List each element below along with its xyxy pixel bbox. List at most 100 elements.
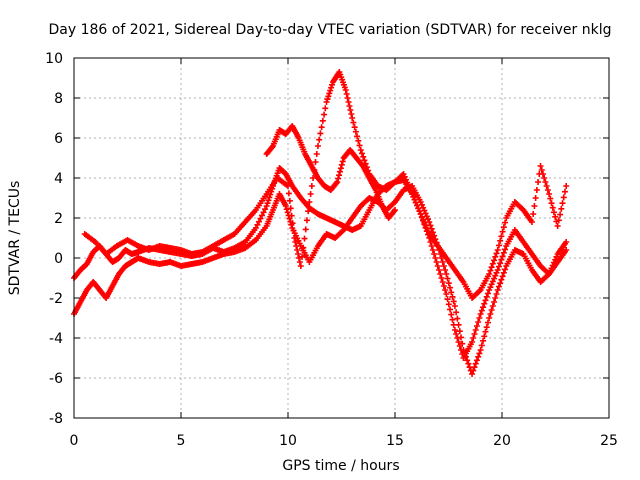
data-point xyxy=(263,203,270,209)
data-point xyxy=(336,172,343,179)
y-tick-label: -2 xyxy=(49,291,63,307)
data-point xyxy=(442,287,449,293)
data-point xyxy=(472,360,479,367)
y-tick-label: 2 xyxy=(54,211,63,227)
data-point xyxy=(497,260,504,267)
data-point xyxy=(538,167,545,173)
data-point xyxy=(439,259,446,265)
data-point xyxy=(265,197,272,204)
axis-ticks: 0 5 10 15 20 25 -8 -6 -4 -2 0 2 4 6 8 10 xyxy=(45,51,618,449)
x-tick-label: 20 xyxy=(493,433,511,449)
data-point xyxy=(254,221,261,228)
data-point xyxy=(492,253,499,260)
data-point xyxy=(483,293,490,300)
data-point xyxy=(476,350,483,357)
data-point xyxy=(269,144,276,151)
data-point xyxy=(351,124,358,131)
data-point xyxy=(482,328,489,335)
data-point xyxy=(348,111,355,117)
data-point xyxy=(447,284,454,291)
data-point xyxy=(296,255,303,261)
data-point xyxy=(336,168,343,175)
data-point xyxy=(436,267,443,273)
data-point xyxy=(498,276,505,283)
data-point xyxy=(287,205,294,212)
data-point xyxy=(455,339,462,345)
data-point xyxy=(306,199,313,205)
data-point xyxy=(255,218,262,225)
data-point xyxy=(499,253,506,260)
data-point xyxy=(337,165,344,172)
data-point xyxy=(494,267,501,273)
data-point xyxy=(458,334,465,341)
data-point xyxy=(487,267,494,274)
data-point xyxy=(549,204,556,211)
y-tick-label: 4 xyxy=(54,171,63,187)
data-point xyxy=(546,191,553,197)
data-point xyxy=(499,273,506,280)
data-point xyxy=(347,107,354,113)
data-point xyxy=(283,206,290,213)
y-tick-label: -4 xyxy=(49,331,63,347)
data-point xyxy=(325,93,332,100)
data-point xyxy=(346,103,353,109)
data-point xyxy=(314,143,321,149)
data-point xyxy=(500,269,507,276)
data-point xyxy=(489,260,496,267)
data-point xyxy=(484,319,491,326)
data-point xyxy=(489,303,496,309)
data-point xyxy=(449,316,456,323)
data-point xyxy=(456,328,463,335)
data-point xyxy=(358,150,365,157)
data-point xyxy=(302,226,309,233)
data-point xyxy=(473,323,480,329)
data-point xyxy=(462,353,469,360)
data-point xyxy=(307,191,314,197)
data-point xyxy=(547,195,554,202)
data-point xyxy=(338,161,345,168)
data-point xyxy=(355,137,362,144)
chart-title: Day 186 of 2021, Sidereal Day-to-day VTE… xyxy=(49,22,612,38)
data-point xyxy=(475,353,482,360)
data-point xyxy=(472,327,479,333)
data-point xyxy=(391,208,398,215)
y-tick-label: 6 xyxy=(54,131,63,147)
data-point xyxy=(433,259,440,265)
data-point xyxy=(484,290,491,297)
data-point xyxy=(477,311,484,317)
data-point xyxy=(443,271,450,277)
data-point xyxy=(356,142,363,149)
data-point xyxy=(322,105,329,112)
data-point xyxy=(563,239,570,245)
data-point xyxy=(497,280,504,287)
data-point xyxy=(460,347,467,353)
data-point xyxy=(483,324,490,331)
data-point xyxy=(465,360,472,367)
data-point xyxy=(495,242,502,249)
data-point xyxy=(450,298,457,305)
data-point xyxy=(264,200,271,207)
data-point xyxy=(455,321,462,328)
data-point xyxy=(491,299,498,305)
data-point xyxy=(313,151,320,157)
data-point xyxy=(487,311,494,317)
x-axis-label: GPS time / hours xyxy=(282,458,399,474)
data-point xyxy=(493,250,500,257)
data-point xyxy=(429,229,436,236)
data-point xyxy=(305,208,312,215)
data-point xyxy=(361,157,368,164)
data-point xyxy=(543,183,550,189)
grid-lines xyxy=(74,58,609,418)
data-points xyxy=(71,69,570,377)
data-point xyxy=(294,247,301,253)
data-point xyxy=(284,209,291,216)
data-point xyxy=(429,247,436,253)
data-point xyxy=(321,111,328,118)
data-point xyxy=(492,295,499,301)
data-point xyxy=(266,194,273,201)
data-point xyxy=(299,253,306,260)
data-point xyxy=(308,183,315,189)
data-point xyxy=(539,171,546,177)
x-tick-label: 0 xyxy=(70,433,79,449)
y-axis-label: SDTVAR / TECUs xyxy=(7,181,23,296)
